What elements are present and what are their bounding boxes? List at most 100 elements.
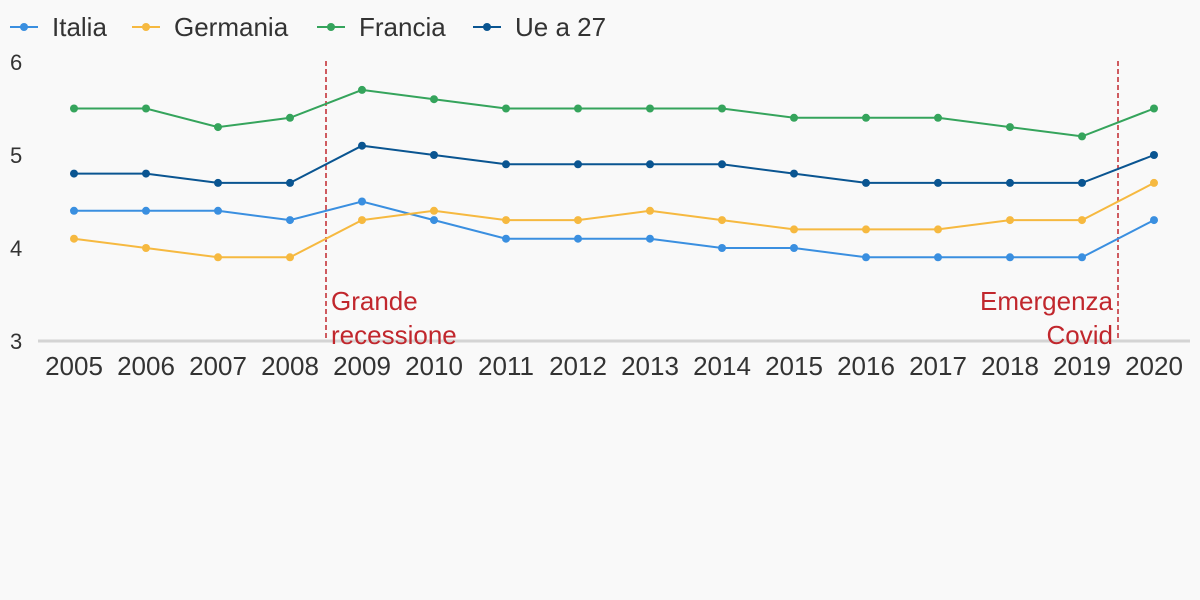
legend-label: Germania [174,12,289,42]
data-point [934,253,942,262]
axes: 3 4 5 6 2005 2006 2007 2008 2009 2010 2011 2012 2013… [10,50,1190,381]
data-point [286,216,294,225]
data-point [718,160,726,169]
data-point [574,234,582,243]
legend-item: Francia [317,12,446,42]
x-tick-label: 2007 [189,351,247,381]
legend-swatch-dot [483,23,491,31]
data-point [790,244,798,252]
legend-item: Germania [132,12,289,42]
annotations: Grande recessione Emergenza Covid [325,61,1119,350]
data-point [286,253,294,262]
data-point [934,225,942,234]
data-point [286,178,294,187]
data-point [502,160,510,169]
data-point [358,141,366,150]
data-point [646,160,654,169]
data-point [1150,104,1158,113]
y-tick-label: 5 [10,143,22,168]
data-point [1150,178,1158,187]
data-point [934,178,942,187]
data-point [430,95,438,104]
data-point [358,85,366,94]
annotation: Emergenza Covid [980,61,1119,350]
data-point [1078,253,1086,262]
legend: Italia Germania Francia Ue a 27 [10,12,606,42]
legend-swatch-dot [327,23,335,31]
x-tick-label: 2006 [117,351,175,381]
series [70,85,1158,141]
series-line [73,182,1155,259]
data-point [718,104,726,113]
y-tick-label: 3 [10,329,22,354]
data-point [862,113,870,122]
legend-label: Italia [52,12,107,42]
data-point [430,206,438,215]
data-point [718,244,726,252]
data-point [934,113,942,122]
annotation: Grande recessione [325,61,457,350]
data-point [430,151,438,159]
data-point [430,216,438,225]
data-point [142,244,150,252]
data-point [214,178,222,187]
data-point [214,206,222,215]
data-point [646,104,654,113]
data-point [862,178,870,187]
series [70,141,1158,187]
data-point [142,206,150,215]
annotation-label: Covid [1047,320,1113,350]
data-point [214,253,222,262]
y-tick-label: 4 [10,236,22,261]
data-point [70,169,78,178]
data-point [790,113,798,122]
legend-swatch-dot [142,23,150,31]
data-point [1006,123,1014,132]
x-tick-label: 2014 [693,351,751,381]
data-point [646,234,654,243]
annotation-label: Emergenza [980,286,1113,316]
data-point [1006,253,1014,262]
data-point [70,104,78,113]
x-tick-label: 2018 [981,351,1039,381]
data-point [358,216,366,225]
x-tick-label: 2012 [549,351,607,381]
legend-label: Ue a 27 [515,12,606,42]
data-point [1078,216,1086,225]
data-point [862,225,870,234]
x-tick-label: 2009 [333,351,391,381]
annotation-label: recessione [331,320,457,350]
data-point [574,216,582,225]
data-point [646,206,654,215]
data-point [1078,132,1086,141]
x-tick-label: 2008 [261,351,319,381]
data-point [70,234,78,243]
data-point [574,104,582,113]
series [70,85,1158,262]
data-point [1150,151,1158,159]
legend-label: Francia [359,12,446,42]
series-line [74,88,1155,138]
data-point [1006,216,1014,225]
x-tick-label: 2010 [405,351,463,381]
x-tick-label: 2011 [478,351,534,381]
annotation-label: Grande [331,286,418,316]
x-tick-label: 2013 [621,351,679,381]
series-line [74,144,1155,184]
x-tick-label: 2017 [909,351,967,381]
data-point [502,216,510,225]
y-tick-label: 6 [10,50,22,75]
data-point [502,104,510,113]
data-point [790,169,798,178]
data-point [358,197,366,206]
data-point [1078,178,1086,187]
series [70,197,1158,262]
data-point [790,225,798,234]
data-point [142,104,150,113]
series-line [74,200,1155,259]
legend-item: Italia [10,12,107,42]
legend-item: Ue a 27 [473,12,606,42]
x-tick-label: 2019 [1053,351,1111,381]
